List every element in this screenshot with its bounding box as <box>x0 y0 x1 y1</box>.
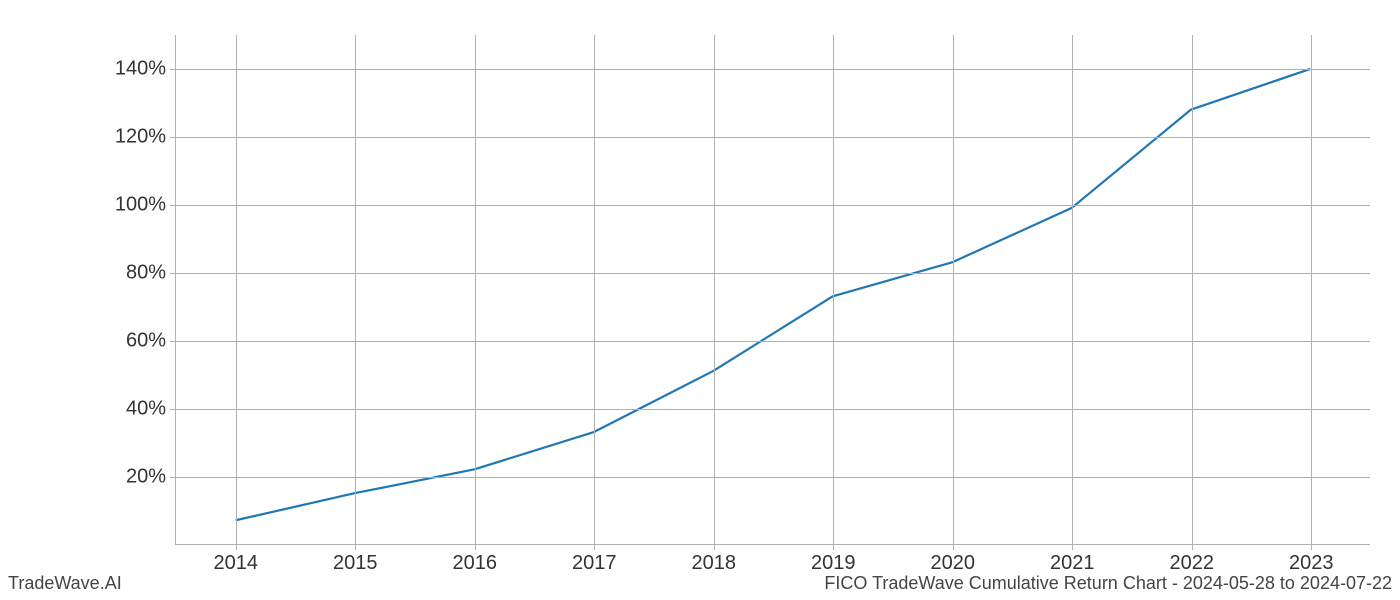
grid-line-horizontal <box>176 477 1370 478</box>
x-tick-label: 2018 <box>692 552 737 575</box>
footer-brand: TradeWave.AI <box>8 573 122 594</box>
plot-border: 2014201520162017201820192020202120222023… <box>175 35 1370 545</box>
x-tick-mark <box>355 544 356 550</box>
grid-line-horizontal <box>176 273 1370 274</box>
y-tick-label: 100% <box>115 194 166 217</box>
grid-line-horizontal <box>176 69 1370 70</box>
chart-plot-area: 2014201520162017201820192020202120222023… <box>175 35 1370 545</box>
y-tick-label: 80% <box>126 262 166 285</box>
x-tick-label: 2020 <box>931 552 976 575</box>
y-tick-mark <box>170 409 176 410</box>
x-tick-mark <box>475 544 476 550</box>
x-tick-label: 2017 <box>572 552 617 575</box>
grid-line-horizontal <box>176 409 1370 410</box>
x-tick-label: 2023 <box>1289 552 1334 575</box>
grid-line-horizontal <box>176 137 1370 138</box>
x-tick-mark <box>714 544 715 550</box>
footer-caption: FICO TradeWave Cumulative Return Chart -… <box>824 573 1392 594</box>
y-tick-mark <box>170 205 176 206</box>
y-tick-mark <box>170 273 176 274</box>
grid-line-vertical <box>1192 35 1193 544</box>
grid-line-vertical <box>355 35 356 544</box>
y-tick-label: 20% <box>126 466 166 489</box>
grid-line-horizontal <box>176 341 1370 342</box>
grid-line-vertical <box>1311 35 1312 544</box>
x-tick-mark <box>1072 544 1073 550</box>
y-tick-label: 40% <box>126 398 166 421</box>
y-tick-label: 60% <box>126 330 166 353</box>
y-tick-mark <box>170 69 176 70</box>
y-tick-mark <box>170 137 176 138</box>
grid-line-vertical <box>714 35 715 544</box>
x-tick-mark <box>1311 544 1312 550</box>
x-tick-mark <box>1192 544 1193 550</box>
x-tick-label: 2014 <box>214 552 259 575</box>
grid-line-vertical <box>475 35 476 544</box>
grid-line-vertical <box>594 35 595 544</box>
grid-line-vertical <box>236 35 237 544</box>
x-tick-mark <box>594 544 595 550</box>
y-tick-label: 120% <box>115 126 166 149</box>
x-tick-mark <box>236 544 237 550</box>
grid-line-vertical <box>833 35 834 544</box>
y-tick-mark <box>170 341 176 342</box>
grid-line-vertical <box>953 35 954 544</box>
x-tick-label: 2022 <box>1170 552 1215 575</box>
x-tick-label: 2021 <box>1050 552 1095 575</box>
x-tick-label: 2016 <box>453 552 498 575</box>
y-tick-mark <box>170 477 176 478</box>
grid-line-horizontal <box>176 205 1370 206</box>
x-tick-mark <box>953 544 954 550</box>
grid-line-vertical <box>1072 35 1073 544</box>
x-tick-label: 2015 <box>333 552 378 575</box>
y-tick-label: 140% <box>115 58 166 81</box>
x-tick-mark <box>833 544 834 550</box>
x-tick-label: 2019 <box>811 552 856 575</box>
